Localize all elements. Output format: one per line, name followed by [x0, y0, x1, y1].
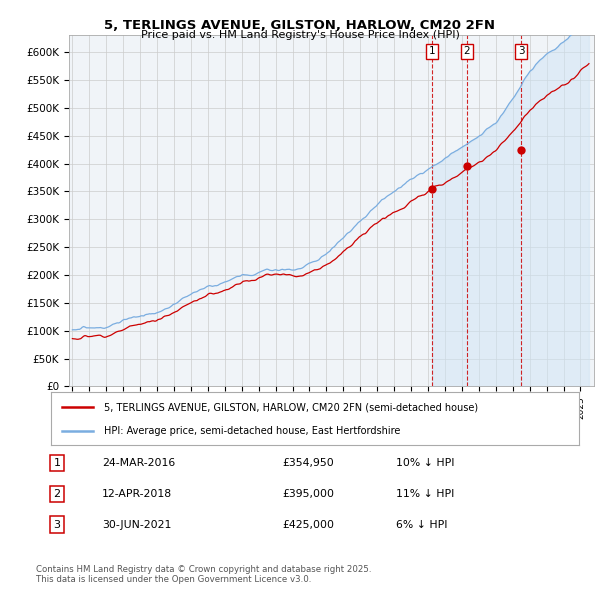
Text: Price paid vs. HM Land Registry's House Price Index (HPI): Price paid vs. HM Land Registry's House …	[140, 30, 460, 40]
Text: 1: 1	[53, 458, 61, 468]
Text: £354,950: £354,950	[282, 458, 334, 468]
Text: 10% ↓ HPI: 10% ↓ HPI	[396, 458, 455, 468]
Text: 5, TERLINGS AVENUE, GILSTON, HARLOW, CM20 2FN (semi-detached house): 5, TERLINGS AVENUE, GILSTON, HARLOW, CM2…	[104, 402, 478, 412]
Text: 1: 1	[428, 46, 435, 56]
Text: £395,000: £395,000	[282, 489, 334, 499]
Text: 5, TERLINGS AVENUE, GILSTON, HARLOW, CM20 2FN: 5, TERLINGS AVENUE, GILSTON, HARLOW, CM2…	[104, 19, 496, 32]
Text: 30-JUN-2021: 30-JUN-2021	[102, 520, 172, 529]
Text: 24-MAR-2016: 24-MAR-2016	[102, 458, 175, 468]
Text: HPI: Average price, semi-detached house, East Hertfordshire: HPI: Average price, semi-detached house,…	[104, 425, 400, 435]
Text: 2: 2	[53, 489, 61, 499]
Text: 3: 3	[53, 520, 61, 529]
Text: 6% ↓ HPI: 6% ↓ HPI	[396, 520, 448, 529]
Text: £425,000: £425,000	[282, 520, 334, 529]
Text: 11% ↓ HPI: 11% ↓ HPI	[396, 489, 454, 499]
Text: Contains HM Land Registry data © Crown copyright and database right 2025.
This d: Contains HM Land Registry data © Crown c…	[36, 565, 371, 584]
Text: 12-APR-2018: 12-APR-2018	[102, 489, 172, 499]
Text: 2: 2	[463, 46, 470, 56]
Text: 3: 3	[518, 46, 524, 56]
